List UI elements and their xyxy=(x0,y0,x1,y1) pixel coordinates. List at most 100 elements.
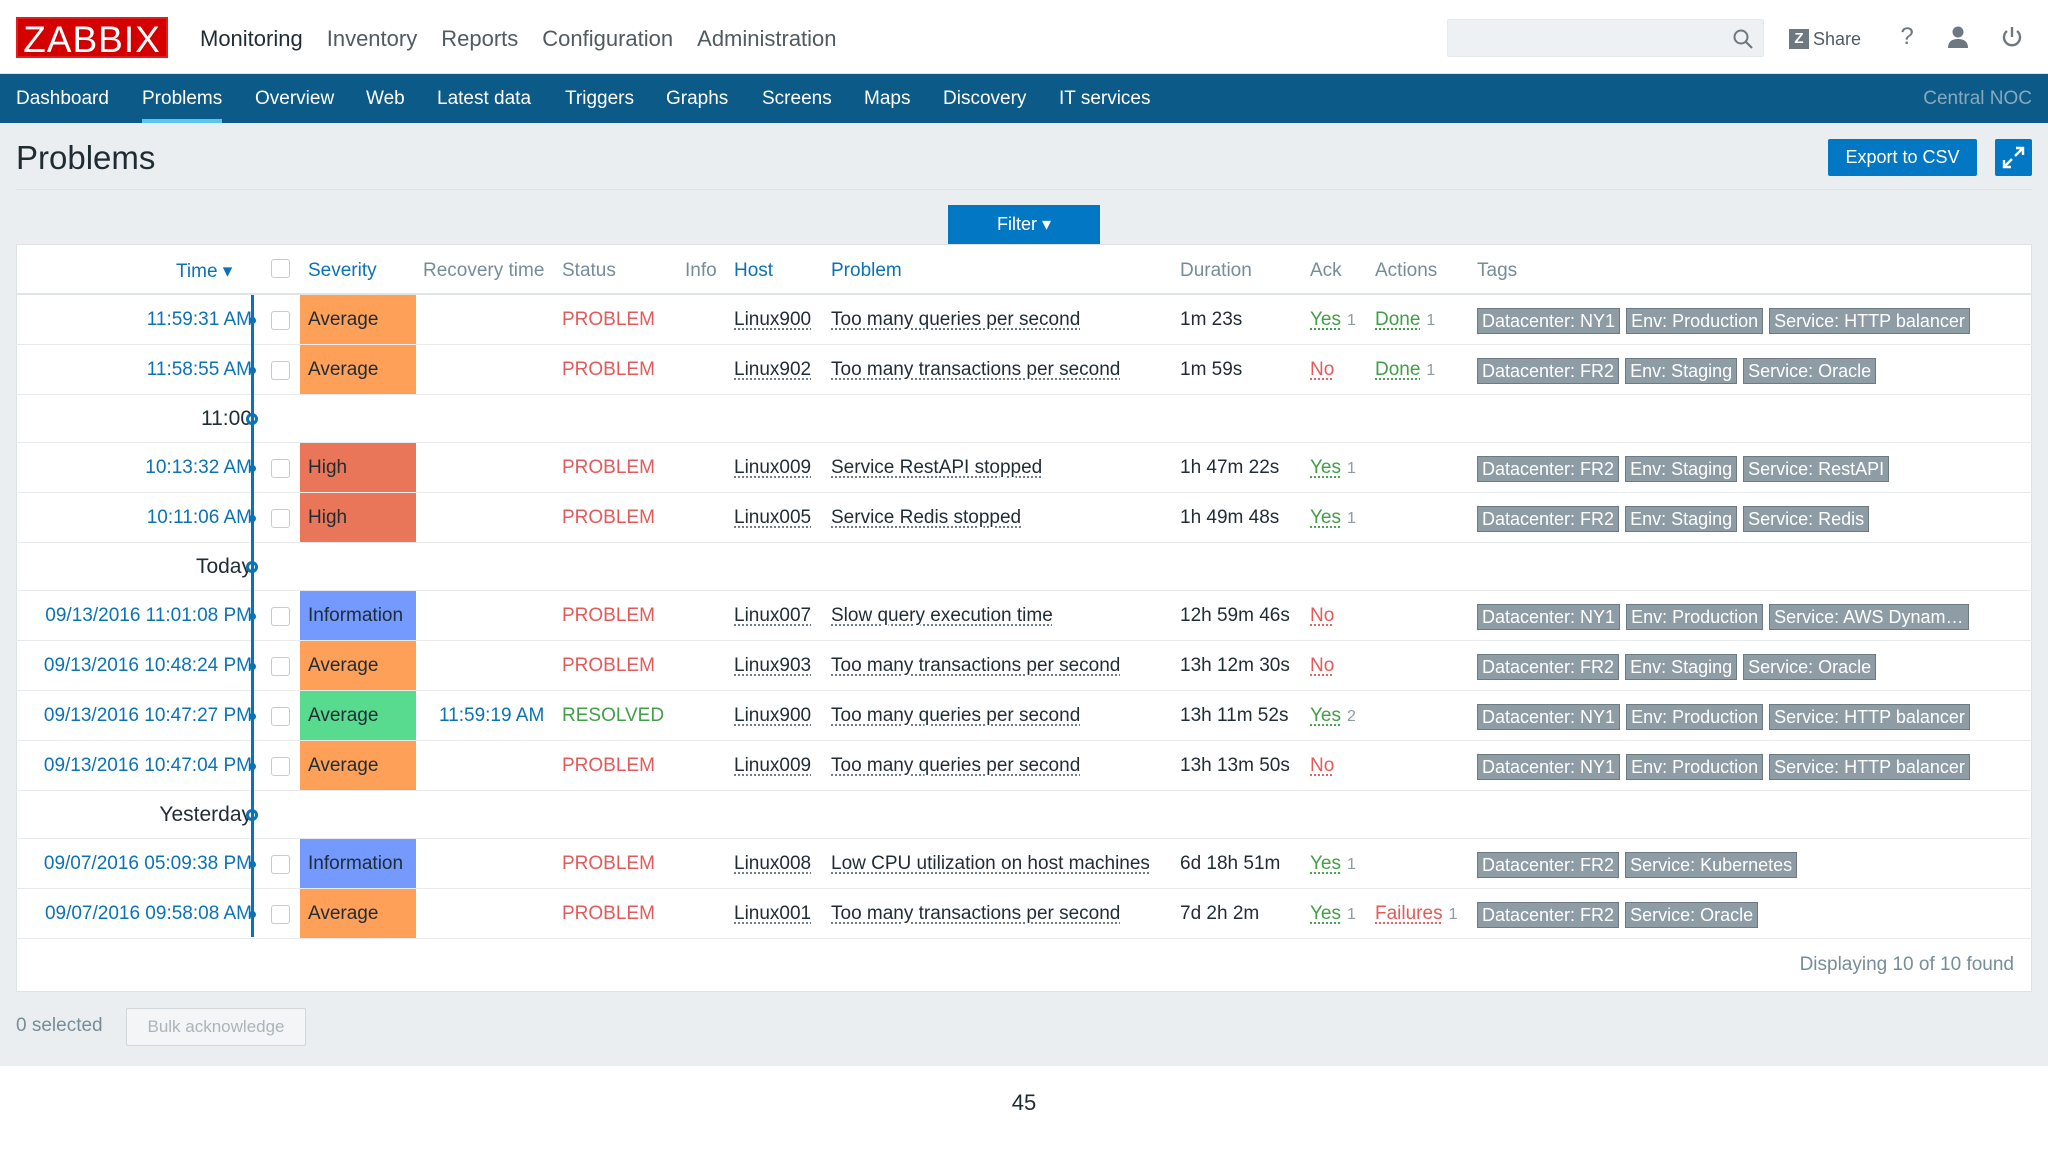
problem-link[interactable]: Too many transactions per second xyxy=(831,359,1121,380)
host-link[interactable]: Linux902 xyxy=(734,359,812,380)
host-link[interactable]: Linux008 xyxy=(734,853,812,874)
tag-badge[interactable]: Service: Oracle xyxy=(1743,654,1877,680)
tag-badge[interactable]: Env: Staging xyxy=(1625,358,1738,384)
host-link[interactable]: Linux900 xyxy=(734,309,812,330)
problem-time-link[interactable]: 10:11:06 AM xyxy=(146,507,252,528)
menu-administration[interactable]: Administration xyxy=(697,26,837,51)
subnav-overview[interactable]: Overview xyxy=(255,88,335,109)
select-all-checkbox[interactable] xyxy=(271,259,290,278)
problem-time-link[interactable]: 09/13/2016 10:47:04 PM xyxy=(43,755,252,776)
tag-badge[interactable]: Datacenter: NY1 xyxy=(1477,754,1621,780)
actions-link[interactable]: Done 1 xyxy=(1375,345,1435,396)
tag-badge[interactable]: Datacenter: FR2 xyxy=(1477,902,1620,928)
row-checkbox[interactable] xyxy=(271,361,290,380)
sign-out-icon[interactable] xyxy=(1999,24,2025,50)
column-header-problem[interactable]: Problem xyxy=(831,260,902,281)
problem-time-link[interactable]: 09/13/2016 10:48:24 PM xyxy=(43,655,252,676)
subnav-latest-data[interactable]: Latest data xyxy=(437,88,532,109)
problem-link[interactable]: Too many transactions per second xyxy=(831,655,1121,676)
ack-link[interactable]: No xyxy=(1310,641,1340,692)
tag-badge[interactable]: Datacenter: FR2 xyxy=(1477,506,1620,532)
problem-time-link[interactable]: 09/07/2016 05:09:38 PM xyxy=(43,853,252,874)
bulk-acknowledge-button[interactable]: Bulk acknowledge xyxy=(126,1008,306,1046)
menu-inventory[interactable]: Inventory xyxy=(326,26,418,51)
search-input[interactable] xyxy=(1447,19,1764,57)
tag-badge[interactable]: Datacenter: FR2 xyxy=(1477,852,1620,878)
subnav-discovery[interactable]: Discovery xyxy=(943,88,1027,109)
tag-badge[interactable]: Env: Staging xyxy=(1625,654,1738,680)
problem-time-link[interactable]: 11:58:55 AM xyxy=(146,359,252,380)
row-checkbox[interactable] xyxy=(271,757,290,776)
menu-configuration[interactable]: Configuration xyxy=(542,26,674,51)
column-header-host[interactable]: Host xyxy=(734,260,774,281)
search-icon[interactable] xyxy=(1731,27,1755,51)
tag-badge[interactable]: Datacenter: FR2 xyxy=(1477,654,1620,680)
tag-badge[interactable]: Service: Oracle xyxy=(1625,902,1759,928)
ack-link[interactable]: Yes 1 xyxy=(1310,295,1356,346)
subnav-triggers[interactable]: Triggers xyxy=(565,88,634,109)
problem-link[interactable]: Low CPU utilization on host machines xyxy=(831,853,1150,874)
menu-monitoring[interactable]: Monitoring xyxy=(200,26,303,51)
row-checkbox[interactable] xyxy=(271,311,290,330)
subnav-maps[interactable]: Maps xyxy=(864,88,911,109)
problem-link[interactable]: Too many queries per second xyxy=(831,705,1081,726)
tag-badge[interactable]: Env: Production xyxy=(1626,604,1764,630)
row-checkbox[interactable] xyxy=(271,509,290,528)
fullscreen-button[interactable] xyxy=(1995,139,2032,176)
ack-link[interactable]: Yes 1 xyxy=(1310,889,1356,940)
share-button[interactable]: Z Share xyxy=(1789,26,1861,52)
tag-badge[interactable]: Env: Production xyxy=(1626,704,1764,730)
host-link[interactable]: Linux009 xyxy=(734,755,812,776)
host-link[interactable]: Linux009 xyxy=(734,457,812,478)
tag-badge[interactable]: Datacenter: FR2 xyxy=(1477,456,1620,482)
tag-badge[interactable]: Service: HTTP balancer xyxy=(1769,704,1970,730)
problem-time-link[interactable]: 09/07/2016 09:58:08 AM xyxy=(44,903,252,924)
problem-time-link[interactable]: 09/13/2016 11:01:08 PM xyxy=(45,605,252,626)
problem-time-link[interactable]: 11:59:31 AM xyxy=(146,309,252,330)
tag-badge[interactable]: Datacenter: NY1 xyxy=(1477,308,1621,334)
ack-link[interactable]: No xyxy=(1310,591,1340,642)
help-icon[interactable]: ? xyxy=(1900,23,1914,50)
row-checkbox[interactable] xyxy=(271,657,290,676)
column-header-time[interactable]: Time ▾ xyxy=(176,261,233,282)
ack-link[interactable]: No xyxy=(1310,345,1340,396)
ack-link[interactable]: No xyxy=(1310,741,1340,792)
tag-badge[interactable]: Datacenter: FR2 xyxy=(1477,358,1620,384)
export-csv-button[interactable]: Export to CSV xyxy=(1828,139,1977,176)
subnav-problems[interactable]: Problems xyxy=(142,74,223,123)
ack-link[interactable]: Yes 1 xyxy=(1310,493,1356,544)
actions-link[interactable]: Failures 1 xyxy=(1375,889,1457,940)
ack-link[interactable]: Yes 2 xyxy=(1310,691,1356,742)
zabbix-logo[interactable]: ZABBIX xyxy=(16,17,168,60)
subnav-graphs[interactable]: Graphs xyxy=(666,88,729,109)
row-checkbox[interactable] xyxy=(271,905,290,924)
tag-badge[interactable]: Service: AWS Dynam… xyxy=(1769,604,1969,630)
subnav-screens[interactable]: Screens xyxy=(762,88,832,109)
filter-toggle-button[interactable]: Filter ▾ xyxy=(948,205,1100,244)
problem-link[interactable]: Slow query execution time xyxy=(831,605,1053,626)
row-checkbox[interactable] xyxy=(271,459,290,478)
subnav-dashboard[interactable]: Dashboard xyxy=(16,88,109,109)
tag-badge[interactable]: Env: Staging xyxy=(1625,456,1738,482)
tag-badge[interactable]: Service: HTTP balancer xyxy=(1769,308,1970,334)
problem-link[interactable]: Too many queries per second xyxy=(831,755,1081,776)
tag-badge[interactable]: Service: RestAPI xyxy=(1743,456,1890,482)
row-checkbox[interactable] xyxy=(271,607,290,626)
row-checkbox[interactable] xyxy=(271,707,290,726)
row-checkbox[interactable] xyxy=(271,855,290,874)
ack-link[interactable]: Yes 1 xyxy=(1310,839,1356,890)
problem-time-link[interactable]: 09/13/2016 10:47:27 PM xyxy=(43,705,252,726)
host-link[interactable]: Linux900 xyxy=(734,705,812,726)
host-link[interactable]: Linux001 xyxy=(734,903,812,924)
subnav-web[interactable]: Web xyxy=(366,88,405,109)
subnav-it-services[interactable]: IT services xyxy=(1059,88,1151,109)
problem-time-link[interactable]: 10:13:32 AM xyxy=(145,457,252,478)
user-profile-icon[interactable] xyxy=(1945,24,1971,50)
column-header-severity[interactable]: Severity xyxy=(308,260,377,281)
tag-badge[interactable]: Service: Redis xyxy=(1743,506,1870,532)
host-link[interactable]: Linux005 xyxy=(734,507,812,528)
host-link[interactable]: Linux007 xyxy=(734,605,812,626)
tag-badge[interactable]: Service: Oracle xyxy=(1743,358,1877,384)
tag-badge[interactable]: Datacenter: NY1 xyxy=(1477,604,1621,630)
menu-reports[interactable]: Reports xyxy=(441,26,519,51)
